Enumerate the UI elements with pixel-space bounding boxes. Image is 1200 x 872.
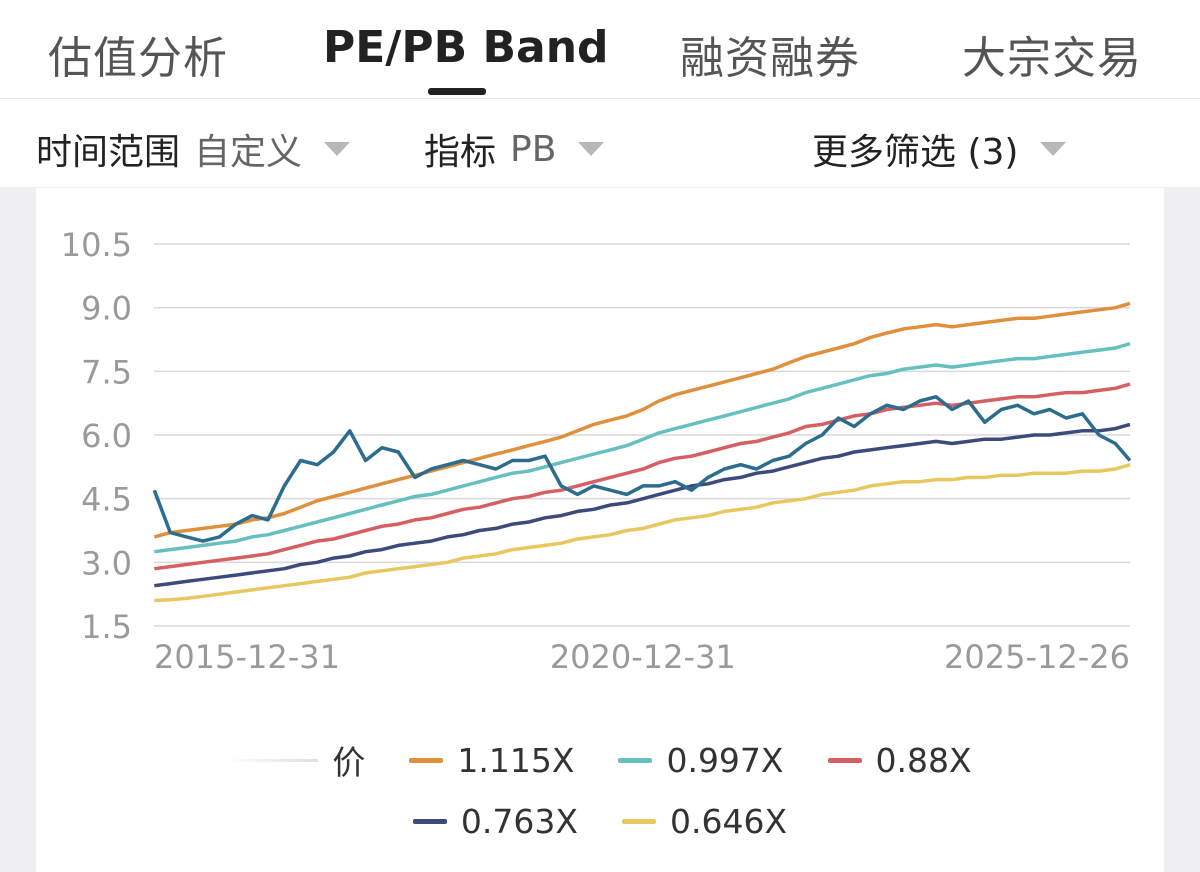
band-line-0.646X bbox=[154, 463, 1131, 603]
legend-label: 0.88X bbox=[875, 740, 972, 780]
legend-swatch bbox=[618, 757, 653, 763]
legend-item-band-3[interactable]: 0.763X bbox=[412, 802, 578, 841]
legend-label: 0.997X bbox=[666, 740, 784, 780]
legend-item-band-4[interactable]: 0.646X bbox=[622, 802, 787, 841]
y-tick-label: 6.0 bbox=[81, 417, 132, 455]
chevron-down-icon bbox=[1040, 142, 1067, 156]
legend-row-2: 0.763X 0.646X bbox=[36, 802, 1164, 841]
chevron-down-icon bbox=[578, 142, 605, 156]
y-tick-label: 9.0 bbox=[81, 290, 132, 328]
x-tick-label: 2020-12-31 bbox=[550, 638, 736, 676]
y-tick-label: 7.5 bbox=[81, 353, 132, 391]
tab-valuation-analysis[interactable]: 估值分析 bbox=[48, 33, 228, 84]
indicator-value: PB bbox=[510, 128, 557, 170]
chart-card: 10.5 9.0 7.5 6.0 4.5 3.0 1.5 2015-12-31 2020-12-… bbox=[36, 188, 1164, 872]
legend-label: 0.763X bbox=[460, 802, 578, 841]
more-filters-label: 更多筛选 (3) bbox=[812, 132, 1019, 173]
time-range-label: 时间范围 bbox=[36, 132, 181, 173]
legend-swatch bbox=[412, 819, 447, 824]
time-range-dropdown[interactable]: 时间范围 自定义 bbox=[36, 123, 351, 175]
legend-swatch bbox=[409, 757, 444, 763]
legend-item-band-1[interactable]: 0.997X bbox=[618, 740, 784, 780]
legend-label: 0.646X bbox=[670, 802, 788, 841]
legend-label: 价 bbox=[332, 743, 366, 782]
time-range-value: 自定义 bbox=[194, 132, 303, 173]
tab-block-trade[interactable]: 大宗交易 bbox=[962, 33, 1142, 84]
indicator-label: 指标 bbox=[424, 132, 497, 173]
legend-swatch bbox=[228, 758, 319, 762]
y-tick-label: 3.0 bbox=[81, 544, 132, 582]
pb-band-chart[interactable]: 10.5 9.0 7.5 6.0 4.5 3.0 1.5 2015-12-31 2020-12-… bbox=[36, 188, 1164, 708]
legend-item-band-0[interactable]: 1.115X bbox=[409, 741, 574, 780]
tab-margin-trading[interactable]: 融资融券 bbox=[680, 33, 860, 84]
y-tick-label: 4.5 bbox=[81, 481, 132, 519]
legend-label: 1.115X bbox=[457, 740, 575, 780]
indicator-dropdown[interactable]: 指标 PB bbox=[424, 123, 605, 175]
tab-pe-pb-band[interactable]: PE/PB Band bbox=[323, 22, 609, 73]
filter-bar: 时间范围 自定义 指标 PB 更多筛选 (3) bbox=[0, 99, 1200, 187]
more-filters-dropdown[interactable]: 更多筛选 (3) bbox=[812, 123, 1067, 175]
x-tick-label: 2025-12-26 bbox=[944, 638, 1130, 676]
band-line-0.997X bbox=[154, 342, 1131, 554]
legend-item-price[interactable]: 价 bbox=[228, 736, 365, 784]
y-tick-label: 10.5 bbox=[61, 226, 132, 264]
chevron-down-icon bbox=[324, 142, 351, 156]
tab-bar: 估值分析 PE/PB Band 融资融券 大宗交易 bbox=[0, 0, 1200, 99]
legend-swatch bbox=[827, 757, 862, 763]
legend-row-1: 价 1.115X 0.997X 0.88X bbox=[36, 736, 1164, 784]
band-line-1.115X bbox=[153, 301, 1131, 539]
legend-item-band-2[interactable]: 0.88X bbox=[827, 740, 972, 780]
x-tick-label: 2015-12-31 bbox=[154, 638, 340, 676]
active-tab-indicator bbox=[428, 88, 486, 95]
legend-swatch bbox=[622, 819, 656, 824]
y-tick-label: 1.5 bbox=[81, 608, 132, 646]
band-line-0.763X bbox=[154, 422, 1131, 588]
price-line bbox=[152, 395, 1132, 543]
